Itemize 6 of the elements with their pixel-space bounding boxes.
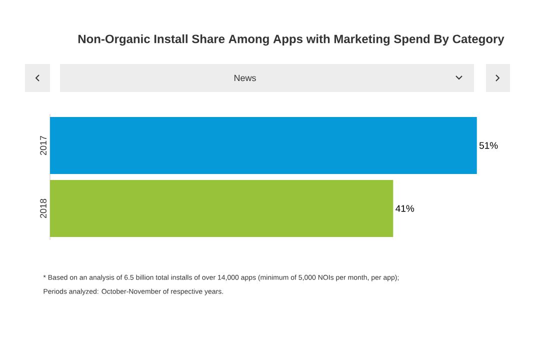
data-label: 41% xyxy=(396,205,414,212)
y-tick-label: 2017 xyxy=(40,136,46,156)
chart-title: Non-Organic Install Share Among Apps with Marketing Spend By Category xyxy=(78,34,504,46)
y-tick-label: 2018 xyxy=(40,198,46,218)
data-label: 51% xyxy=(479,142,498,149)
chart-subtitle: News xyxy=(234,74,256,82)
